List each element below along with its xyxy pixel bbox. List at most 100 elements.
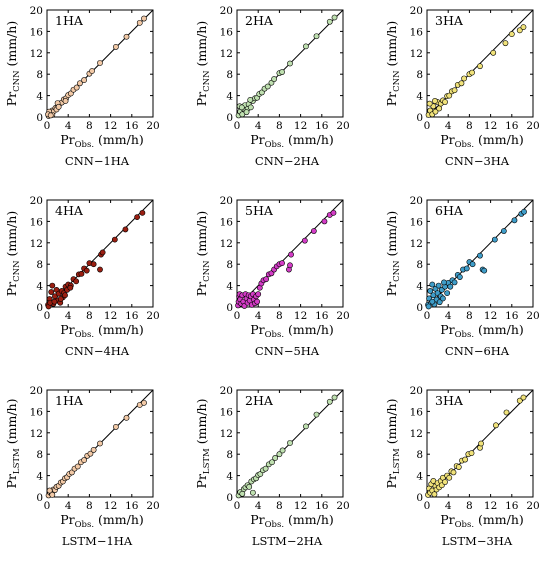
- x-tick-label: 16: [505, 310, 519, 322]
- data-point: [81, 457, 87, 463]
- y-tick-label: 4: [226, 91, 233, 103]
- data-point: [425, 303, 432, 310]
- y-tick-label: 12: [30, 48, 43, 60]
- data-point: [276, 451, 283, 458]
- x-axis-label: PrObs. (mm/h): [250, 322, 334, 340]
- data-point: [429, 281, 436, 288]
- scatter-panel: 0 4 8 12 16 20 0 4 8 12 16 20 6HA PrObs. (mm/h) PrCNN …: [384, 195, 540, 358]
- data-point: [508, 31, 515, 37]
- scatter-panel: 0 4 8 12 16 20 0 4 8 12 16 20 2HA PrObs. (mm/h) PrCNN …: [194, 5, 350, 168]
- y-tick-label: 4: [416, 91, 423, 103]
- y-tick-label: 0: [416, 302, 423, 314]
- data-point: [243, 109, 250, 116]
- data-point: [254, 298, 261, 305]
- data-point: [90, 447, 97, 453]
- x-axis-label: PrObs. (mm/h): [440, 132, 524, 150]
- data-point: [310, 228, 317, 234]
- y-tick-label: 16: [30, 216, 44, 228]
- x-tick-label: 12: [294, 120, 307, 132]
- y-tick-label: 12: [410, 238, 423, 250]
- plot-frame: [46, 199, 154, 308]
- y-tick-label: 12: [220, 238, 233, 250]
- data-point: [55, 103, 62, 110]
- x-tick-label: 0: [234, 310, 241, 322]
- data-point: [123, 414, 130, 421]
- data-point: [432, 98, 438, 104]
- data-point: [287, 60, 293, 67]
- data-point: [269, 459, 275, 466]
- data-point: [446, 474, 453, 481]
- x-tick-label: 20: [336, 310, 349, 322]
- data-point: [122, 226, 129, 233]
- data-point: [516, 397, 523, 404]
- data-point: [447, 283, 454, 290]
- x-tick-label: 16: [315, 500, 329, 512]
- y-tick-label: 16: [410, 406, 424, 418]
- x-tick-label: 0: [44, 500, 51, 512]
- data-point: [516, 27, 523, 34]
- plot-frame: [426, 389, 534, 498]
- x-tick-label: 4: [255, 310, 262, 322]
- y-tick-label: 0: [226, 302, 233, 314]
- x-tick-label: 12: [484, 500, 497, 512]
- y-axis-label: PrCNN (mm/h): [194, 211, 212, 296]
- y-tick-label: 8: [36, 259, 43, 271]
- y-tick-label: 20: [410, 5, 423, 17]
- y-tick-label: 4: [36, 91, 43, 103]
- x-tick-label: 12: [104, 310, 117, 322]
- x-tick-label: 20: [336, 500, 349, 512]
- x-tick-label: 12: [294, 500, 307, 512]
- y-tick-label: 12: [410, 48, 423, 60]
- y-tick-label: 20: [30, 5, 43, 17]
- data-point: [74, 463, 81, 470]
- data-point: [262, 465, 269, 472]
- x-tick-label: 16: [505, 120, 519, 132]
- data-point: [492, 422, 499, 429]
- panel-label: 2HA: [245, 393, 274, 408]
- panel-caption: CNN−6HA: [445, 344, 510, 358]
- data-point: [287, 262, 293, 269]
- data-point: [123, 33, 130, 40]
- y-tick-label: 4: [226, 471, 233, 483]
- data-point: [139, 209, 146, 216]
- data-point: [469, 69, 475, 76]
- x-tick-label: 20: [526, 120, 539, 132]
- y-tick-label: 12: [220, 48, 233, 60]
- data-point: [97, 440, 103, 447]
- scatter-panel: 0 4 8 12 16 20 0 4 8 12 16 20 1HA PrObs. (mm/h) PrCNN …: [4, 5, 160, 168]
- data-point: [502, 40, 509, 47]
- panel-caption: CNN−2HA: [255, 154, 320, 168]
- x-tick-label: 16: [315, 310, 329, 322]
- y-tick-label: 8: [226, 69, 233, 81]
- x-tick-label: 12: [104, 120, 117, 132]
- data-point: [48, 289, 55, 295]
- data-point: [429, 298, 436, 305]
- x-tick-label: 20: [526, 310, 539, 322]
- data-point: [302, 423, 309, 430]
- plot-frame: [236, 9, 344, 118]
- y-tick-label: 4: [36, 471, 43, 483]
- y-tick-label: 8: [226, 449, 233, 461]
- data-point: [441, 279, 447, 286]
- panel-caption: CNN−4HA: [65, 344, 130, 358]
- x-tick-label: 4: [445, 500, 452, 512]
- data-point: [458, 80, 465, 87]
- y-axis-label: PrCNN (mm/h): [384, 21, 402, 106]
- data-point: [47, 112, 54, 119]
- data-point: [288, 251, 294, 258]
- data-point: [462, 456, 469, 463]
- x-tick-label: 0: [424, 310, 431, 322]
- data-point: [331, 14, 338, 21]
- data-point: [330, 209, 337, 216]
- panel-label: 1HA: [55, 393, 84, 408]
- data-point: [477, 63, 483, 70]
- panel-caption: CNN−1HA: [65, 154, 130, 168]
- y-tick-label: 0: [416, 492, 423, 504]
- x-axis-label: PrObs. (mm/h): [60, 132, 144, 150]
- data-point: [97, 60, 103, 66]
- x-tick-label: 4: [65, 310, 72, 322]
- data-point: [439, 295, 446, 302]
- y-tick-label: 16: [410, 216, 424, 228]
- data-point: [468, 450, 475, 457]
